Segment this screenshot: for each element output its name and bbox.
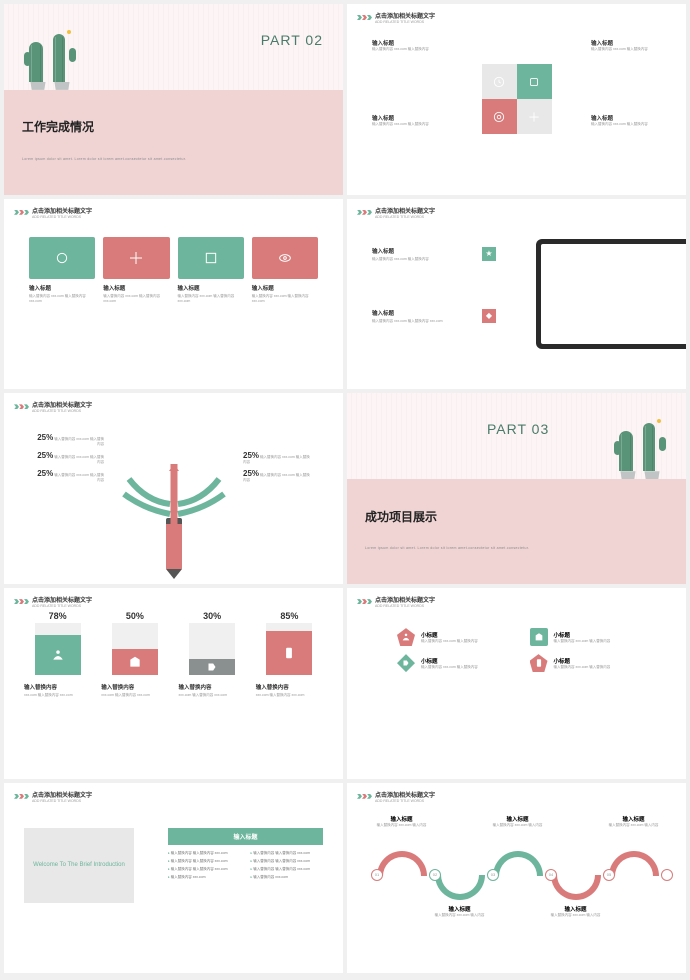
item-label: 输入标题输入替换内容 xxx.com 输入替换内容 [591,114,661,127]
wave-process-slide: 点击添加相关标题文字ADD RELATED TITLE WORDS 01输入标题… [347,783,686,974]
cactus-decoration [29,34,71,90]
step-dot: 02 [429,869,441,881]
puzzle-piece [517,64,552,99]
slide-grid: PART 02 工作完成情况 Lorem ipsum dolor sit ame… [0,0,690,977]
cactus-decoration [619,423,661,479]
puzzle-row-slide: 点击添加相关标题文字ADD RELATED TITLE WORDS 输入标题输入… [4,199,343,390]
step-dot: 05 [603,869,615,881]
puzzle-quad-slide: 点击添加相关标题文字ADD RELATED TITLE WORDS 输入标题输入… [347,4,686,195]
pct-label: 25% 输入替换内容 xxx.com 输入替换内容 [34,469,104,483]
item-label: 输入标题输入替换内容 xxx.com 输入替换内容 [372,39,442,52]
bullet-item: 输入替换内容 输入替换内容 xxx.com [251,867,324,872]
wave-label: 输入标题输入替换内容 xxx.com 输入内容 [432,905,487,918]
panel-title: 输入标题 [168,828,323,845]
bullet-item: 输入替换内容 xxx.com [251,875,324,880]
wave-diagram: 01输入标题输入替换内容 xxx.com 输入内容02输入标题输入替换内容 xx… [367,833,666,913]
pct-label: 25% 输入替换内容 xxx.com 输入替换内容 [34,433,104,447]
puzzle-row: 输入标题输入替换内容 xxx.com 输入替换内容 xxx.com输入标题输入替… [29,237,318,304]
wave-label: 输入标题输入替换内容 xxx.com 输入内容 [490,815,545,828]
step-dot: 04 [545,869,557,881]
puzzle-item: 输入标题输入替换内容 xxx.com 输入替换内容 xxx.com [29,237,95,304]
section-subtitle: Lorem ipsum dolor sit amet. Lorem dolor … [365,546,529,550]
puzzle-piece [482,99,517,134]
wave-label: 输入标题输入替换内容 xxx.com 输入内容 [548,905,603,918]
star-icon: ★ [482,247,496,261]
step-dot: 03 [487,869,499,881]
puzzle-diagram [482,64,552,134]
puzzle-item: 输入标题输入替换内容 xxx.com 输入替换内容 xxx.com [252,237,318,304]
puzzle-piece [517,99,552,134]
chevron-icon [357,599,372,604]
step-dot [661,869,673,881]
arc [551,875,601,900]
wave-label: 输入标题输入替换内容 xxx.com 输入内容 [606,815,661,828]
arc [493,851,543,876]
bullet-item: 输入替换内容 输入替换内容 xxx.com [168,859,241,864]
arc [377,851,427,876]
shape-icon [530,628,548,646]
step-dot: 01 [371,869,383,881]
section-subtitle: Lorem ipsum dolor sit amet. Lorem dolor … [22,157,186,161]
puzzle-item: 输入标题输入替换内容 xxx.com 输入替换内容 xxx.com [103,237,169,304]
shape-icon [530,654,548,672]
item-label: 输入标题输入替换内容 xxx.com 输入替换内容 [591,39,661,52]
bullet-panel: 输入标题 输入替换内容 输入替换内容 xxx.com输入替换内容 输入替换内容 … [168,828,323,880]
chevron-icon [357,794,372,799]
laptop-mockup [536,239,686,349]
chevron-icon [14,210,29,215]
pct-item: 85%输入替换内容xxx.com 输入替换内容 xxx.com [256,623,323,698]
item-label: 小标题输入替换内容 xxx.com 输入替换内容 [421,657,524,670]
puzzle-piece [482,64,517,99]
bullet-item: 输入替换内容 输入替换内容 xxx.com [251,859,324,864]
chevron-icon [14,599,29,604]
pct-item: 50%输入替换内容xxx.com 输入替换内容 xxx.com [101,623,168,698]
chevron-icon [14,794,29,799]
pencil-arrows-slide: 点击添加相关标题文字ADD RELATED TITLE WORDS 25% 输入… [4,393,343,584]
bullet-columns: 输入替换内容 输入替换内容 xxx.com 输入替换内容 输入替换内容 xxx.c… [168,851,323,880]
laptop-slide: 点击添加相关标题文字ADD RELATED TITLE WORDS 输入标题输入… [347,199,686,390]
bullet-item: 输入替换内容 输入替换内容 xxx.com [168,867,241,872]
pct-label: 25% 输入替换内容 xxx.com 输入替换内容 [243,469,313,483]
shape-icon [397,628,415,646]
chevron-icon [14,404,29,409]
arrow-branches [104,459,244,524]
section-slide-03: PART 03 成功项目展示 Lorem ipsum dolor sit ame… [347,393,686,584]
icon-grid-slide: 点击添加相关标题文字ADD RELATED TITLE WORDS 小标题输入替… [347,588,686,779]
pct-item: 30%输入替换内容xxx.com 输入替换内容 xxx.com [179,623,246,698]
item-label: 输入标题输入替换内容 xxx.com 输入替换内容 xxx.com [372,309,472,324]
percentage-row: 78%输入替换内容xxx.com 输入替换内容 xxx.com50%输入替换内容… [24,623,323,698]
shape-icon [397,654,415,672]
pct-item: 78%输入替换内容xxx.com 输入替换内容 xxx.com [24,623,91,698]
chevron-icon [357,210,372,215]
puzzle-item: 输入标题输入替换内容 xxx.com 输入替换内容 xxx.com [178,237,244,304]
bullet-item: 输入替换内容 输入替换内容 xxx.com [251,851,324,856]
bullet-item: 输入替换内容 输入替换内容 xxx.com [168,851,241,856]
part-number: PART 02 [261,32,323,48]
arc [609,851,659,876]
arc [435,875,485,900]
pencil-graphic [166,518,182,569]
pct-label: 25% 输入替换内容 xxx.com 输入替换内容 [34,451,104,465]
square-icon: ◆ [482,309,496,323]
intro-text-slide: 点击添加相关标题文字ADD RELATED TITLE WORDS Welcom… [4,783,343,974]
item-label: 小标题输入替换内容 xxx.com 输入替换内容 [554,631,657,644]
item-label: 小标题输入替换内容 xxx.com 输入替换内容 [554,657,657,670]
pct-label: 25% 输入替换内容 xxx.com 输入替换内容 [243,451,313,465]
section-title: 工作完成情况 [22,118,94,135]
slide-header: 点击添加相关标题文字ADD RELATED TITLE WORDS [357,11,435,24]
welcome-box: Welcome To The Brief Introduction [24,828,134,903]
icon-grid: 小标题输入替换内容 xxx.com 输入替换内容小标题输入替换内容 xxx.co… [397,628,656,672]
bullet-item: 输入替换内容 xxx.com [168,875,241,880]
item-label: 输入标题输入替换内容 xxx.com 输入替换内容 [372,247,472,262]
section-slide-02: PART 02 工作完成情况 Lorem ipsum dolor sit ame… [4,4,343,195]
percentage-boxes-slide: 点击添加相关标题文字ADD RELATED TITLE WORDS 78%输入替… [4,588,343,779]
item-label: 小标题输入替换内容 xxx.com 输入替换内容 [421,631,524,644]
chevron-icon [357,15,372,20]
part-number: PART 03 [487,421,549,437]
wave-label: 输入标题输入替换内容 xxx.com 输入内容 [374,815,429,828]
section-title: 成功项目展示 [365,508,437,525]
item-label: 输入标题输入替换内容 xxx.com 输入替换内容 [372,114,442,127]
